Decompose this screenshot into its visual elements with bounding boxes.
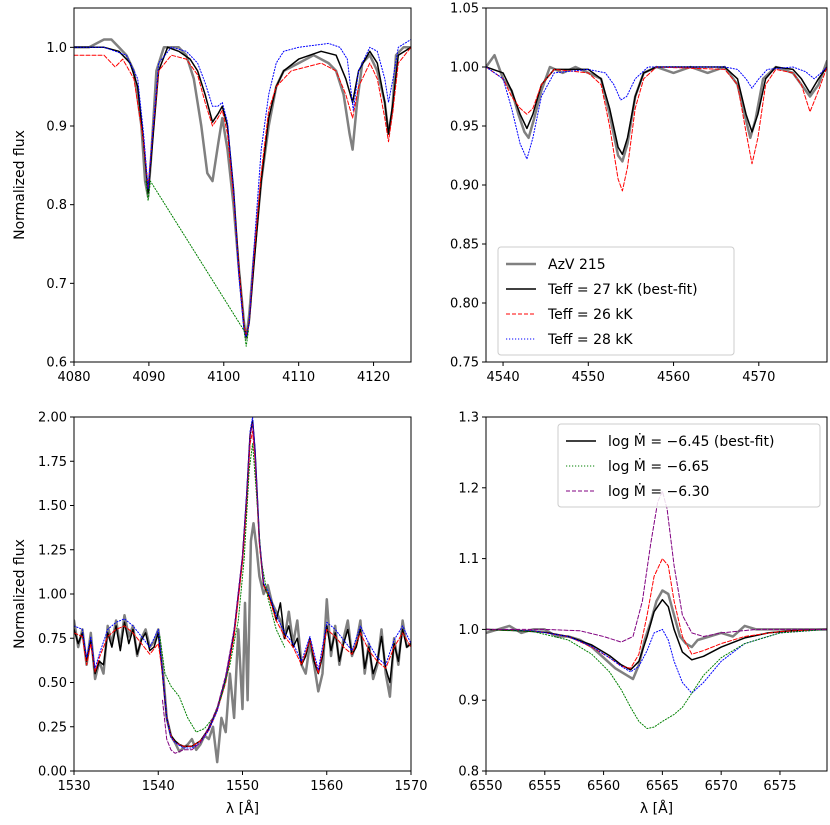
y-tick-label: 1.0 (458, 623, 479, 638)
series-line-1 (74, 46, 411, 338)
legend-box (497, 246, 735, 356)
x-tick-label: 1530 (57, 779, 90, 794)
y-tick-label: 0.9 (458, 694, 479, 709)
y-tick-label: 0.6 (46, 356, 67, 371)
series-line-2 (74, 430, 411, 747)
y-tick-label: 1.1 (458, 552, 479, 567)
series-line-2 (486, 66, 827, 192)
legend-entry: log Ṁ = −6.65 (608, 457, 709, 475)
x-tick-label: 6560 (587, 779, 620, 794)
y-tick-label: 1.00 (450, 61, 479, 76)
series-line-3 (74, 417, 411, 749)
y-tick-label: 1.50 (38, 499, 67, 514)
series-line-3 (74, 39, 411, 338)
y-tick-label: 0.9 (46, 120, 67, 135)
panel-top-right: 4540 4550 4560 4570 0.75 0.80 0.85 0.90 0.95 1.00… (450, 2, 828, 385)
x-tick-label: 4080 (57, 370, 90, 385)
axes-frame (73, 416, 412, 772)
panel-bottom-left: 1530 1540 1550 1560 1570 0.00 0.25 0.50 0.75 1.00… (12, 411, 428, 818)
legend-entry: Teff = 26 kK (547, 307, 633, 323)
y-tick-label: 0.95 (450, 120, 479, 135)
series-line-5 (162, 423, 265, 754)
series-line-0 (486, 589, 827, 681)
legend-entry: log Ṁ = −6.30 (608, 482, 709, 500)
y-tick-label: 1.3 (458, 411, 479, 426)
y-tick-label: 1.05 (450, 2, 479, 17)
y-axis-label: Normalized flux (12, 130, 28, 240)
series-line-1 (486, 598, 827, 671)
legend: log Ṁ = −6.45 (best-fit) log Ṁ = −6.65 log… (557, 423, 821, 508)
y-tick-label: 0.90 (450, 179, 479, 194)
y-tick-label: 0.85 (450, 238, 479, 253)
series-group (486, 490, 827, 729)
series-line-4 (145, 180, 249, 347)
panel-bottom-right: 6550 6555 6560 6565 6570 6575 0.8 0.9 1.0 1.1 1.2 1… (458, 411, 828, 817)
legend: AzV 215 Teff = 27 kK (best-fit) Teff = 26 … (497, 246, 735, 356)
series-line-0 (74, 38, 411, 340)
x-tick-label: 4090 (132, 370, 165, 385)
y-tick-label: 0.8 (46, 198, 67, 213)
y-tick-label: 1.2 (458, 481, 479, 496)
legend-entry: log Ṁ = −6.45 (best-fit) (608, 432, 774, 450)
x-tick-label: 6565 (646, 779, 679, 794)
series-line-0 (486, 53, 827, 163)
x-tick-label: 6550 (469, 779, 502, 794)
x-tick-label: 4570 (742, 370, 775, 385)
series-group (74, 417, 411, 764)
x-tick-label: 4550 (572, 370, 605, 385)
series-group (486, 53, 827, 192)
series-line-2 (74, 46, 411, 335)
x-tick-label: 6575 (763, 779, 796, 794)
y-tick-label: 0.80 (450, 297, 479, 312)
x-tick-label: 4560 (657, 370, 690, 385)
x-tick-label: 4120 (357, 370, 390, 385)
y-tick-label: 2.00 (38, 411, 67, 426)
series-line-5 (486, 628, 827, 729)
y-axis-label: Normalized flux (12, 539, 28, 649)
x-tick-label: 1560 (310, 779, 343, 794)
y-tick-label: 1.00 (38, 588, 67, 603)
y-tick-label: 1.0 (46, 41, 67, 56)
series-line-2 (486, 558, 827, 669)
y-tick-label: 0.8 (458, 765, 479, 780)
x-tick-label: 1540 (142, 779, 175, 794)
x-tick-label: 6570 (705, 779, 738, 794)
y-tick-label: 1.25 (38, 543, 67, 558)
legend-box (557, 423, 821, 508)
y-tick-label: 0.75 (38, 632, 67, 647)
panel-top-left: 4080 4090 4100 4110 4120 0.6 0.7 0.8 0.9 1.0 Norma… (12, 7, 412, 385)
y-tick-label: 1.75 (38, 455, 67, 470)
y-tick-label: 0.50 (38, 676, 67, 691)
series-line-6 (486, 490, 827, 643)
axes-frame (485, 416, 828, 772)
legend-entry: Teff = 28 kK (547, 332, 633, 348)
x-tick-label: 4540 (487, 370, 520, 385)
y-tick-label: 0.25 (38, 720, 67, 735)
legend-entry: Teff = 27 kK (best-fit) (547, 282, 698, 298)
y-tick-label: 0.75 (450, 356, 479, 371)
series-line-3 (486, 628, 827, 694)
series-line-4 (159, 443, 286, 733)
series-line-3 (486, 66, 827, 160)
x-tick-label: 1570 (394, 779, 427, 794)
x-tick-label: 4110 (282, 370, 315, 385)
y-tick-label: 0.00 (38, 765, 67, 780)
x-tick-label: 1550 (226, 779, 259, 794)
x-axis-label: λ [Å] (640, 800, 673, 817)
axes-frame (73, 7, 412, 363)
x-axis-label: λ [Å] (226, 800, 259, 817)
x-tick-label: 4100 (207, 370, 240, 385)
series-group (74, 38, 411, 347)
legend-entry: AzV 215 (548, 257, 606, 273)
y-tick-label: 0.7 (46, 277, 67, 292)
x-tick-label: 6555 (528, 779, 561, 794)
